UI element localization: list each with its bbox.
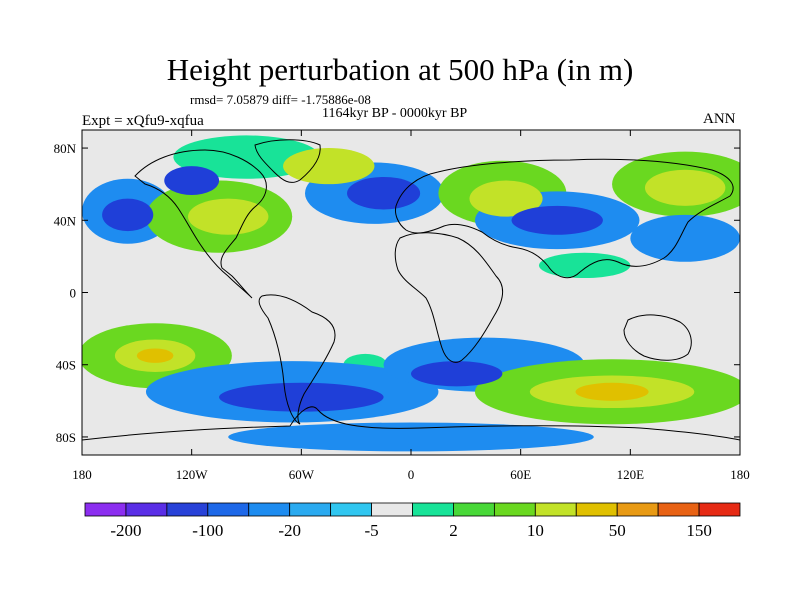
- coastline-antarctica: [82, 406, 740, 441]
- coastline-africa: [394, 232, 503, 363]
- lon-tick-label: 120W: [176, 467, 209, 482]
- coastline-greenland: [254, 139, 321, 183]
- colorbar-label: 150: [686, 521, 712, 540]
- colorbar-swatch: [166, 502, 209, 517]
- colorbar-swatch: [575, 502, 618, 517]
- anomaly-region: [411, 361, 503, 387]
- lon-tick-label: 60W: [289, 467, 315, 482]
- lon-tick-label: 0: [408, 467, 415, 482]
- experiment-label: Expt = xQfu9-xqfua: [82, 113, 204, 129]
- coastline-europe-asia: [395, 158, 734, 279]
- anomaly-region: [173, 135, 320, 179]
- colorbar-label: -5: [364, 521, 378, 540]
- anomaly-region: [644, 169, 726, 206]
- colorbar: -200 -100 -20 -5 2 10 50 150: [84, 502, 741, 540]
- plot-title: Height perturbation at 500 hPa (in m): [166, 52, 634, 87]
- period-label: 1164kyr BP - 0000kyr BP: [322, 106, 468, 121]
- colorbar-swatch: [412, 502, 454, 517]
- lon-tick-label: 180: [72, 467, 92, 482]
- coastlines: [82, 139, 740, 441]
- lat-tick-label: 40N: [54, 213, 77, 228]
- anomaly-region: [164, 166, 220, 195]
- lat-tick-label: 0: [70, 286, 77, 301]
- colorbar-label: -200: [110, 521, 141, 540]
- lat-tick-label: 80S: [56, 430, 76, 445]
- colorbar-swatch: [493, 502, 536, 517]
- colorbar-label: -20: [278, 521, 301, 540]
- colorbar-swatch: [207, 502, 250, 517]
- lat-tick-label: 40S: [56, 358, 76, 373]
- colorbar-label: -100: [192, 521, 223, 540]
- colorbar-label: 2: [449, 521, 458, 540]
- colorbar-swatch: [289, 502, 332, 517]
- anomaly-region: [630, 214, 740, 262]
- colorbar-label: 50: [609, 521, 626, 540]
- axis-ticks: 180 120W 60W 0 60E 120E 180 80N 40N 0 40S 80S: [54, 130, 750, 482]
- colorbar-swatch: [248, 502, 291, 517]
- colorbar-swatch: [371, 502, 413, 517]
- anomaly-region: [102, 198, 154, 232]
- stats-line: rmsd= 7.05879 diff= -1.75886e-08: [190, 92, 371, 107]
- anomaly-region: [228, 422, 594, 452]
- colorbar-swatch: [330, 502, 372, 517]
- colorbar-label: 10: [527, 521, 544, 540]
- season-label: ANN: [703, 111, 736, 127]
- colorbar-swatch: [616, 502, 659, 517]
- anomaly-region: [469, 180, 543, 217]
- coastline-australia: [623, 314, 692, 361]
- lon-tick-label: 180: [730, 467, 750, 482]
- colorbar-swatch: [125, 502, 168, 517]
- colorbar-swatch: [657, 502, 700, 517]
- anomaly-region: [136, 348, 174, 363]
- colorbar-swatch: [698, 502, 741, 517]
- anomaly-region: [511, 205, 603, 235]
- anomaly-region: [347, 176, 421, 210]
- colorbar-swatch: [453, 502, 495, 517]
- coastline-north-america: [134, 149, 267, 299]
- map-field: [82, 130, 740, 455]
- lon-tick-label: 120E: [617, 467, 645, 482]
- lon-tick-label: 60E: [510, 467, 531, 482]
- anomaly-region: [188, 198, 269, 235]
- anomaly-region: [283, 148, 375, 185]
- anomaly-region: [219, 382, 384, 412]
- colorbar-swatch: [534, 502, 577, 517]
- anomaly-region: [575, 382, 649, 401]
- anomaly-region: [538, 252, 631, 279]
- lat-tick-label: 80N: [54, 141, 77, 156]
- coastline-south-america: [258, 294, 336, 425]
- colorbar-swatch: [84, 502, 127, 517]
